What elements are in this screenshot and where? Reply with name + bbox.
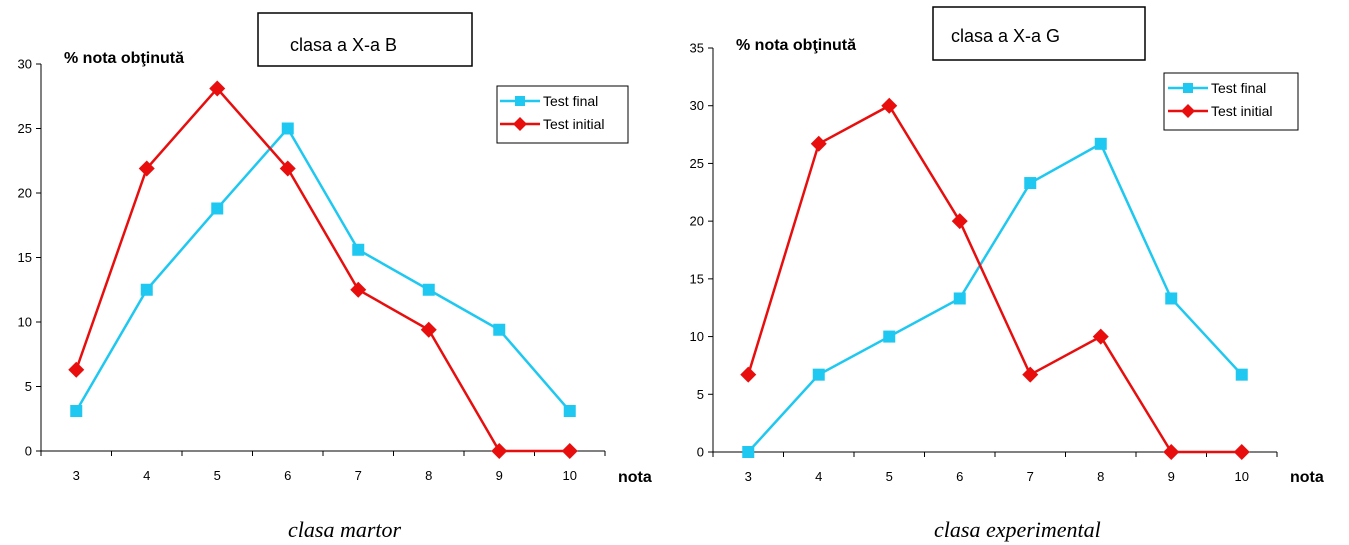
y-tick-label: 15	[690, 271, 704, 286]
data-point-square	[493, 323, 506, 336]
data-point-diamond	[561, 443, 578, 459]
data-point-square	[422, 283, 435, 296]
data-point-diamond	[350, 281, 367, 298]
x-tick-label: 5	[886, 469, 893, 484]
data-point-square	[953, 292, 966, 305]
legend-label: Test initial	[543, 116, 604, 132]
data-point-square	[140, 283, 153, 296]
x-tick-label: 7	[1027, 469, 1034, 484]
y-tick-label: 30	[18, 57, 32, 72]
data-point-diamond	[138, 160, 155, 177]
data-point-square	[742, 446, 755, 458]
data-point-diamond	[1092, 328, 1109, 345]
x-tick-label: 7	[355, 468, 362, 483]
series-line-0	[75, 126, 571, 412]
data-point-diamond	[1233, 444, 1250, 460]
data-point-diamond	[420, 321, 437, 338]
y-tick-label: 10	[690, 329, 704, 344]
data-point-diamond	[68, 361, 85, 378]
series-line-1	[747, 104, 1242, 454]
data-point-square	[563, 405, 576, 418]
data-point-square	[281, 122, 294, 135]
data-point-diamond	[279, 160, 296, 177]
data-point-square	[1094, 137, 1107, 150]
legend-swatch-square	[1183, 83, 1193, 93]
x-tick-label: 8	[1097, 469, 1104, 484]
y-tick-label: 0	[25, 444, 32, 459]
legend: Test final Test initial	[496, 85, 629, 144]
chart-title-box	[932, 6, 1146, 61]
chart-title: clasa a X-a B	[290, 35, 397, 55]
chart-caption: clasa experimental	[934, 517, 1101, 542]
legend-label: Test initial	[1211, 103, 1272, 119]
data-point-square	[1165, 292, 1178, 305]
data-point-diamond	[881, 97, 898, 114]
x-axis-title: nota	[1290, 469, 1324, 486]
x-tick-label: 4	[143, 468, 150, 483]
data-point-diamond	[1163, 444, 1180, 460]
y-tick-label: 20	[690, 214, 704, 229]
legend-box	[1163, 72, 1299, 131]
y-tick-label: 5	[697, 387, 704, 402]
y-tick-label: 25	[690, 156, 704, 171]
x-tick-label: 6	[956, 469, 963, 484]
data-point-square	[1024, 177, 1037, 190]
x-tick-label: 5	[214, 468, 221, 483]
data-point-square	[883, 330, 896, 343]
data-point-diamond	[1022, 366, 1039, 383]
chart-caption: clasa martor	[288, 517, 402, 542]
data-point-diamond	[810, 135, 827, 152]
x-tick-label: 8	[425, 468, 432, 483]
legend-label: Test final	[543, 93, 598, 109]
data-point-diamond	[491, 443, 508, 459]
chart-clasa-martor: 0 5 10 15 20 25 30 3 4 5 6 7 8 9 10 % nota obţinută nota…	[18, 12, 652, 542]
data-point-square	[70, 405, 83, 418]
legend-swatch-diamond	[513, 117, 527, 131]
legend-swatch-square	[515, 96, 525, 106]
legend-box	[496, 85, 629, 144]
y-tick-label: 15	[18, 250, 32, 265]
x-tick-label: 3	[745, 469, 752, 484]
y-axis-title: % nota obţinută	[736, 37, 856, 54]
x-axis-title: nota	[618, 469, 652, 486]
y-tick-label: 0	[697, 445, 704, 460]
data-point-diamond	[209, 80, 226, 97]
data-point-diamond	[951, 213, 968, 230]
data-point-diamond	[740, 366, 757, 383]
chart-title-box	[257, 12, 473, 67]
y-tick-label: 20	[18, 186, 32, 201]
data-point-square	[211, 202, 224, 215]
x-tick-label: 6	[284, 468, 291, 483]
legend-swatch-diamond	[1181, 104, 1195, 118]
x-tick-label: 9	[496, 468, 503, 483]
x-tick-label: 10	[1235, 469, 1249, 484]
y-tick-label: 35	[690, 41, 704, 56]
y-tick-label: 10	[18, 315, 32, 330]
y-tick-label: 5	[25, 379, 32, 394]
x-tick-label: 10	[563, 468, 577, 483]
y-axis-title: % nota obţinută	[64, 50, 184, 67]
x-tick-label: 3	[73, 468, 80, 483]
x-tick-label: 9	[1168, 469, 1175, 484]
series-line-0	[747, 142, 1243, 453]
chart-title: clasa a X-a G	[951, 26, 1060, 46]
y-tick-label: 25	[18, 121, 32, 136]
legend: Test final Test initial	[1163, 72, 1299, 131]
data-point-square	[812, 368, 825, 381]
x-tick-label: 4	[815, 469, 822, 484]
chart-clasa-experimental: 0 5 10 15 20 25 30 35 3 4 5 6 7 8 9 10 % nota obţinută no…	[690, 6, 1324, 542]
y-tick-label: 30	[690, 98, 704, 113]
data-point-square	[1235, 368, 1248, 381]
data-point-square	[352, 243, 365, 256]
legend-label: Test final	[1211, 80, 1266, 96]
series-line-1	[75, 86, 570, 453]
